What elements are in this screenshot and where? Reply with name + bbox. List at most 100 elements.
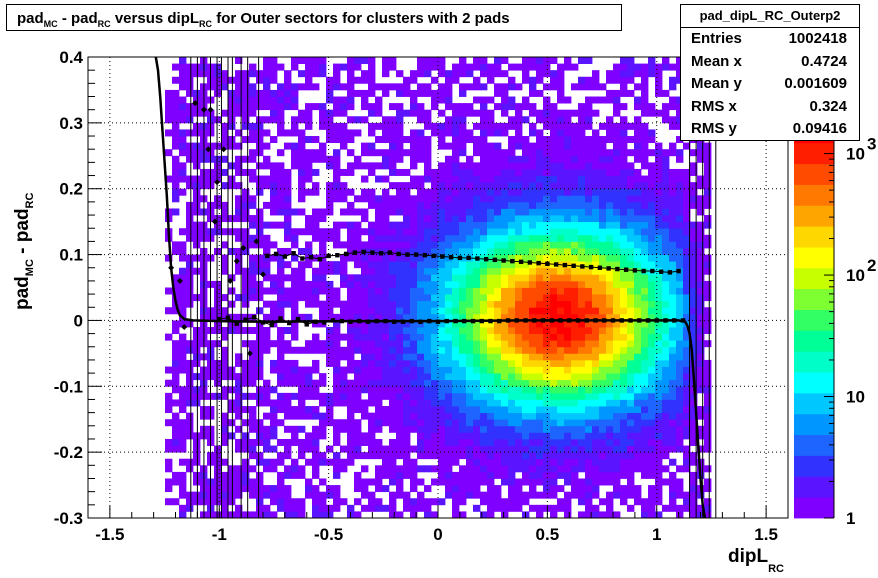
heatmap-cell xyxy=(340,195,348,203)
heatmap-cell xyxy=(466,267,474,275)
heatmap-cell xyxy=(417,261,425,269)
heatmap-cell xyxy=(620,155,628,163)
heatmap-cell xyxy=(424,425,432,433)
heatmap-cell xyxy=(235,76,243,84)
heatmap-cell xyxy=(403,452,411,460)
heatmap-cell xyxy=(550,103,558,111)
heatmap-cell xyxy=(431,313,439,321)
heatmap-cell xyxy=(550,340,558,348)
heatmap-cell xyxy=(578,168,586,176)
heatmap-cell xyxy=(515,280,523,288)
heatmap-cell xyxy=(543,491,551,499)
heatmap-cell xyxy=(221,412,229,420)
x-tick-label: -0.5 xyxy=(314,525,343,544)
heatmap-cell xyxy=(438,109,446,117)
heatmap-cell xyxy=(319,267,327,275)
heatmap-cell xyxy=(445,129,453,137)
heatmap-cell xyxy=(452,287,460,295)
heatmap-cell xyxy=(186,359,194,367)
heatmap-cell xyxy=(697,373,705,381)
heatmap-cell xyxy=(305,340,313,348)
heatmap-cell xyxy=(438,340,446,348)
heatmap-cell xyxy=(606,201,614,209)
heatmap-cell xyxy=(529,399,537,407)
heatmap-cell xyxy=(396,168,404,176)
heatmap-cell xyxy=(165,419,173,427)
heatmap-cell xyxy=(501,498,509,506)
heatmap-cell xyxy=(515,333,523,341)
heatmap-cell xyxy=(487,175,495,183)
heatmap-cell xyxy=(641,208,649,216)
heatmap-cell xyxy=(438,346,446,354)
x-tick-label: -1.5 xyxy=(95,525,124,544)
heatmap-cell xyxy=(214,485,222,493)
heatmap-cell xyxy=(396,392,404,400)
heatmap-cell xyxy=(529,406,537,414)
heatmap-cell xyxy=(354,208,362,216)
heatmap-cell xyxy=(634,228,642,236)
heatmap-cell xyxy=(655,445,663,453)
heatmap-cell xyxy=(634,96,642,104)
heatmap-cell xyxy=(487,438,495,446)
heatmap-cell xyxy=(508,333,516,341)
heatmap-cell xyxy=(501,294,509,302)
heatmap-cell xyxy=(662,182,670,190)
heatmap-cell xyxy=(466,83,474,91)
heatmap-cell xyxy=(235,228,243,236)
heatmap-cell xyxy=(333,452,341,460)
heatmap-cell xyxy=(641,511,649,519)
heatmap-cell xyxy=(312,511,320,519)
heatmap-cell xyxy=(480,261,488,269)
heatmap-cell xyxy=(277,478,285,486)
heatmap-cell xyxy=(256,425,264,433)
heatmap-cell xyxy=(361,386,369,394)
heatmap-cell xyxy=(592,478,600,486)
heatmap-cell xyxy=(326,201,334,209)
heatmap-cell xyxy=(179,392,187,400)
heatmap-cell xyxy=(571,83,579,91)
heatmap-cell xyxy=(648,406,656,414)
xlabel-a: dipL xyxy=(728,546,769,567)
heatmap-cell xyxy=(634,445,642,453)
heatmap-cell xyxy=(438,465,446,473)
heatmap-cell xyxy=(669,425,677,433)
heatmap-cell xyxy=(592,458,600,466)
heatmap-cell xyxy=(298,168,306,176)
heatmap-cell xyxy=(634,320,642,328)
heatmap-cell xyxy=(326,122,334,130)
heatmap-cell xyxy=(578,333,586,341)
heatmap-cell xyxy=(529,386,537,394)
heatmap-cell xyxy=(361,294,369,302)
heatmap-cell xyxy=(452,419,460,427)
heatmap-cell xyxy=(697,208,705,216)
heatmap-cell xyxy=(501,392,509,400)
heatmap-cell xyxy=(179,438,187,446)
heatmap-cell xyxy=(270,241,278,249)
heatmap-cell xyxy=(326,195,334,203)
heatmap-cell xyxy=(550,162,558,170)
heatmap-cell xyxy=(375,307,383,315)
heatmap-cell xyxy=(564,419,572,427)
heatmap-cell xyxy=(417,373,425,381)
heatmap-cell xyxy=(655,432,663,440)
heatmap-cell xyxy=(368,267,376,275)
heatmap-cell xyxy=(648,182,656,190)
heatmap-cell xyxy=(515,452,523,460)
scatter-point xyxy=(240,244,247,251)
heatmap-cell xyxy=(627,399,635,407)
heatmap-cell xyxy=(305,432,313,440)
heatmap-cell xyxy=(676,241,684,249)
heatmap-cell xyxy=(214,379,222,387)
heatmap-cell xyxy=(249,89,257,97)
heatmap-cell xyxy=(417,478,425,486)
heatmap-cell xyxy=(459,103,467,111)
heatmap-cell xyxy=(263,103,271,111)
profile-point xyxy=(479,318,484,324)
heatmap-cell xyxy=(627,267,635,275)
heatmap-cell xyxy=(319,425,327,433)
heatmap-cell xyxy=(550,83,558,91)
heatmap-cell xyxy=(354,333,362,341)
heatmap-cell xyxy=(375,241,383,249)
heatmap-cell xyxy=(634,182,642,190)
heatmap-cell xyxy=(431,392,439,400)
